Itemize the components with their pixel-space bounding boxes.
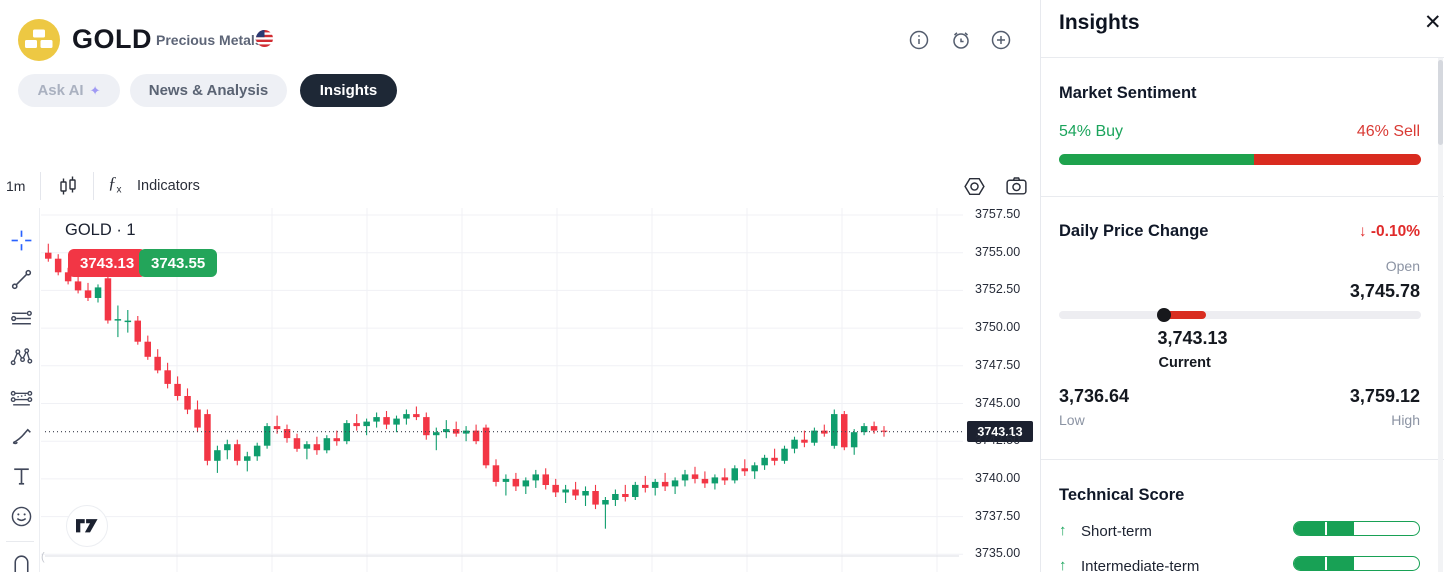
price-axis-label: 3752.50 bbox=[975, 282, 1021, 297]
price-axis-label: 3747.50 bbox=[975, 357, 1021, 372]
alarm-icon[interactable] bbox=[950, 29, 972, 51]
sentiment-bar-sell bbox=[1254, 154, 1421, 165]
divider bbox=[1041, 196, 1444, 197]
technical-score-fill bbox=[1294, 557, 1354, 570]
up-arrow-icon: ↑ bbox=[1059, 522, 1067, 539]
info-icon[interactable] bbox=[908, 29, 930, 51]
svg-text:(: ( bbox=[41, 551, 45, 563]
interval-button[interactable]: 1m bbox=[6, 178, 26, 194]
technical-score-heading: Technical Score bbox=[1059, 486, 1185, 504]
daily-change-value: ↓ -0.10% bbox=[1359, 223, 1420, 241]
tab-news-analysis-label: News & Analysis bbox=[148, 82, 269, 99]
price-axis-label: 3757.50 bbox=[975, 207, 1021, 221]
price-axis-label: 3750.00 bbox=[975, 320, 1021, 335]
candlestick-style-icon[interactable] bbox=[57, 175, 79, 197]
price-axis-label: 3742.50 bbox=[975, 433, 1021, 448]
current-value: 3,743.13 bbox=[1157, 328, 1228, 348]
price-axis-label: 3740.00 bbox=[975, 470, 1021, 485]
price-range-slider[interactable] bbox=[1059, 308, 1421, 322]
tab-news-analysis[interactable]: News & Analysis bbox=[130, 74, 287, 107]
market-sentiment-heading: Market Sentiment bbox=[1059, 84, 1197, 102]
fx-indicators-icon[interactable]: ƒx bbox=[108, 173, 122, 196]
symbol-category: Precious Metals bbox=[156, 32, 263, 48]
up-arrow-icon: ↑ bbox=[1059, 557, 1067, 572]
xabcd-pattern-icon[interactable] bbox=[9, 345, 34, 370]
candle-series bbox=[45, 243, 888, 529]
symbol-title: GOLD bbox=[72, 24, 152, 54]
us-flag-icon bbox=[256, 30, 273, 47]
down-arrow-icon: ↓ bbox=[1358, 223, 1367, 240]
panel-scrollbar-thumb[interactable] bbox=[1438, 60, 1443, 145]
crosshair-icon[interactable] bbox=[9, 228, 34, 253]
tab-insights[interactable]: Insights bbox=[300, 74, 397, 107]
price-axis[interactable]: 3743.13 3757.50 3755.00 3752.50 3750.00 3747… bbox=[963, 207, 1040, 572]
tab-ask-ai[interactable]: Ask AI ✦ bbox=[18, 74, 120, 107]
technical-score-label: Short-term bbox=[1081, 523, 1152, 540]
price-axis-label: 3737.50 bbox=[975, 508, 1021, 523]
technical-score-row: ↑ Intermediate-term bbox=[1041, 551, 1444, 572]
panel-title: Insights bbox=[1059, 11, 1140, 34]
buy-percentage: 54% Buy bbox=[1059, 123, 1124, 140]
sell-percentage: 46% Sell bbox=[1356, 123, 1420, 140]
settings-icon[interactable] bbox=[962, 174, 987, 199]
magnet-icon[interactable] bbox=[9, 552, 34, 572]
price-axis-label: 3745.00 bbox=[975, 395, 1021, 410]
add-alert-icon[interactable] bbox=[990, 29, 1012, 51]
technical-score-row: ↑ Short-term bbox=[1041, 516, 1444, 551]
low-value: 3,736.64 bbox=[1059, 386, 1130, 406]
trend-line-icon[interactable] bbox=[9, 267, 34, 292]
divider bbox=[1041, 459, 1444, 460]
brush-icon[interactable] bbox=[9, 424, 34, 449]
price-axis-label: 3735.00 bbox=[975, 546, 1021, 561]
high-value: 3,759.12 bbox=[1349, 386, 1420, 406]
technical-score-rows: ↑ Short-term ↑ Intermediate-term bbox=[1041, 516, 1444, 572]
tab-insights-label: Insights bbox=[319, 82, 378, 99]
text-tool-icon[interactable] bbox=[9, 464, 34, 489]
gold-logo-icon bbox=[18, 19, 60, 61]
emoji-icon[interactable] bbox=[9, 504, 34, 529]
insights-panel: Insights ✕ Market Sentiment 54% Buy 46% … bbox=[1040, 0, 1444, 572]
current-label: Current bbox=[1158, 355, 1211, 371]
tradingview-logo[interactable] bbox=[66, 505, 108, 547]
technical-score-label: Intermediate-term bbox=[1081, 558, 1200, 572]
close-icon[interactable]: ✕ bbox=[1424, 11, 1442, 34]
tab-ask-ai-label: Ask AI bbox=[37, 82, 84, 99]
technical-score-bar bbox=[1293, 521, 1420, 536]
drawing-toolbar bbox=[0, 208, 40, 572]
candlestick-chart[interactable]: ( bbox=[41, 208, 963, 572]
daily-price-change-heading: Daily Price Change bbox=[1059, 222, 1209, 240]
technical-score-tick bbox=[1325, 557, 1328, 570]
indicators-button[interactable]: Indicators bbox=[137, 178, 200, 194]
toolbar-separator bbox=[40, 172, 41, 200]
toolbar-divider bbox=[6, 541, 34, 542]
sparkle-icon: ✦ bbox=[89, 82, 101, 98]
open-value: 3,745.78 bbox=[1349, 281, 1420, 301]
bid-price-badge: 3743.13 bbox=[68, 249, 147, 277]
low-label: Low bbox=[1059, 412, 1085, 428]
technical-score-bar bbox=[1293, 556, 1420, 571]
open-label: Open bbox=[1385, 258, 1420, 274]
current-price-badge: 3743.13 bbox=[967, 421, 1033, 443]
price-range-fill bbox=[1163, 311, 1207, 319]
panel-scrollbar-track bbox=[1438, 58, 1443, 572]
change-percent: -0.10% bbox=[1370, 223, 1420, 240]
sentiment-bar-buy bbox=[1059, 154, 1255, 165]
chart-area: GOLD Precious Metals bbox=[0, 19, 1040, 572]
ask-price-badge: 3743.55 bbox=[139, 249, 218, 277]
technical-score-fill bbox=[1294, 522, 1354, 535]
technical-score-tick bbox=[1325, 522, 1328, 535]
divider bbox=[1041, 57, 1444, 58]
toolbar-separator bbox=[93, 172, 94, 200]
projection-icon[interactable] bbox=[9, 385, 34, 410]
parallel-lines-icon[interactable] bbox=[9, 306, 34, 331]
high-label: High bbox=[1391, 412, 1420, 428]
price-axis-label: 3755.00 bbox=[975, 244, 1021, 259]
camera-icon[interactable] bbox=[1004, 174, 1029, 199]
current-price-dot[interactable] bbox=[1156, 308, 1171, 322]
chart-symbol-title: GOLD · 1 bbox=[65, 221, 136, 239]
sentiment-bar bbox=[1059, 154, 1421, 165]
